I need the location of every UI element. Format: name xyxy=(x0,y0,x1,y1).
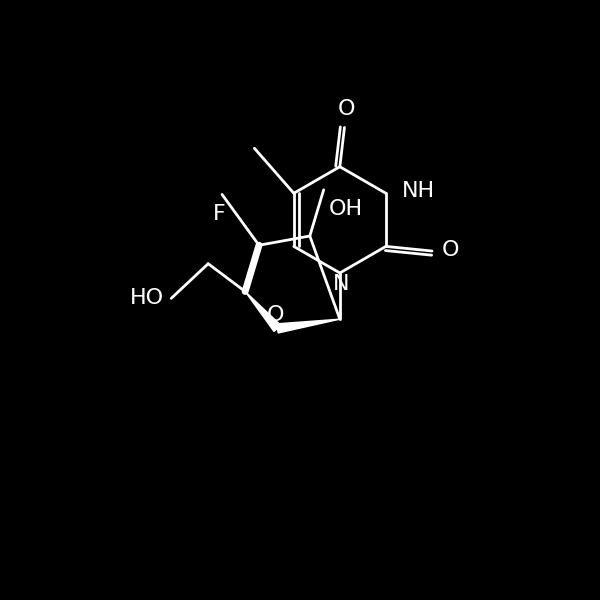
Text: F: F xyxy=(214,203,226,224)
Text: O: O xyxy=(266,305,284,325)
Text: NH: NH xyxy=(402,181,435,201)
Text: OH: OH xyxy=(328,199,362,219)
Text: O: O xyxy=(442,240,460,260)
Text: HO: HO xyxy=(130,289,164,308)
Polygon shape xyxy=(245,292,281,331)
Polygon shape xyxy=(277,319,340,333)
Text: N: N xyxy=(332,274,349,294)
Text: O: O xyxy=(338,99,356,119)
